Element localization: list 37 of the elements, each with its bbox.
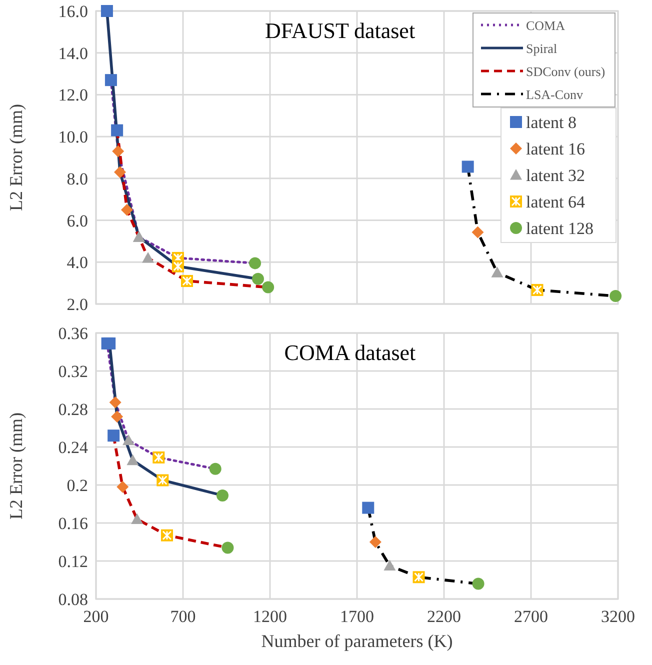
y-tick-label: 0.2: [66, 476, 88, 495]
legend-label: Spiral: [526, 41, 558, 56]
y-tick-label: 0.16: [58, 514, 88, 533]
legend-label: latent 8: [526, 113, 577, 132]
y-tick-label: 8.0: [66, 169, 88, 188]
x-tick-label: 3200: [601, 607, 635, 626]
x-tick-label: 2200: [427, 607, 461, 626]
y-tick-label: 0.24: [58, 438, 88, 457]
y-tick-label: 12.0: [58, 86, 88, 105]
legend-label: latent 64: [526, 192, 586, 212]
y-axis-title: L2 Error (mm): [6, 412, 26, 520]
y-tick-label: 2.0: [66, 295, 88, 314]
legend-label: latent 128: [526, 219, 594, 238]
legend-label: latent 32: [526, 166, 586, 185]
y-tick-label: 16.0: [58, 2, 88, 21]
y-tick-label: 0.36: [58, 324, 88, 343]
y-tick-label: 14.0: [58, 44, 88, 63]
x-tick-label: 1700: [340, 607, 374, 626]
x-tick-label: 700: [170, 607, 196, 626]
y-tick-label: 0.32: [58, 362, 88, 381]
chart-title: COMA dataset: [284, 340, 416, 365]
legend-label: latent 16: [526, 140, 586, 158]
legend-label: LSA-Conv: [526, 87, 584, 102]
y-tick-label: 6.0: [66, 211, 88, 230]
legend-label: COMA: [526, 18, 566, 33]
y-tick-label: 4.0: [66, 253, 88, 272]
y-axis-title: L2 Error (mm): [6, 104, 26, 211]
x-tick-label: 1200: [253, 607, 287, 626]
legend-label: SDConv (ours): [526, 64, 606, 79]
x-tick-label: 200: [83, 607, 109, 626]
y-tick-label: 0.28: [58, 400, 88, 419]
x-axis-title: Number of parameters (K): [261, 631, 453, 651]
y-tick-label: 0.12: [58, 552, 88, 571]
y-tick-label: 0.08: [58, 590, 88, 609]
chart-title: DFAUST dataset: [264, 18, 416, 43]
y-tick-label: 10.0: [58, 128, 88, 147]
x-tick-label: 2700: [514, 607, 548, 626]
